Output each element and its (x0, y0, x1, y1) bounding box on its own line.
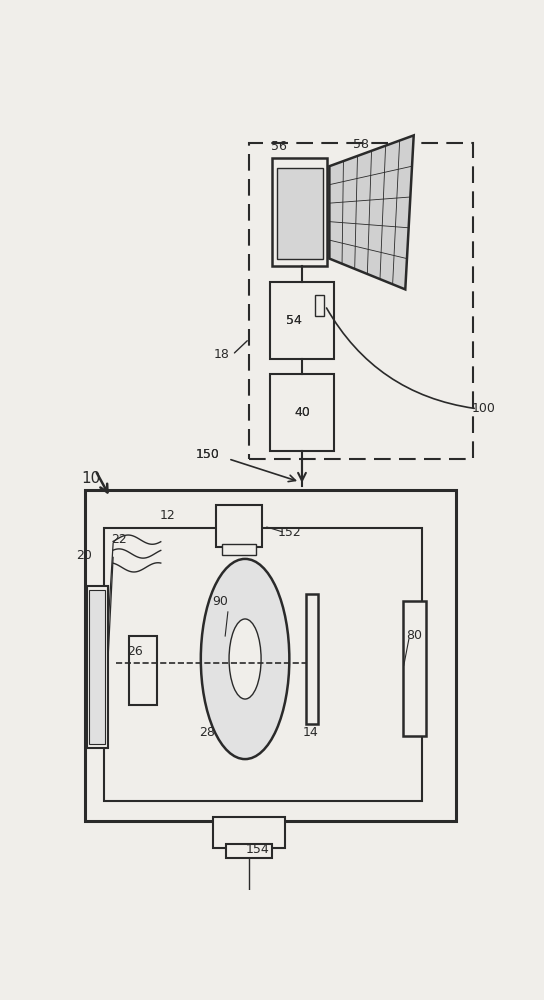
Text: 56: 56 (271, 140, 287, 153)
Text: 40: 40 (294, 406, 310, 419)
Text: 100: 100 (471, 402, 495, 415)
Bar (249, 143, 473, 459)
Bar (87, 586, 108, 748)
Text: 58: 58 (353, 138, 369, 151)
Bar (306, 594, 318, 724)
Bar (273, 158, 327, 266)
Text: 10: 10 (82, 471, 101, 486)
Text: 150: 150 (195, 448, 219, 461)
Bar (213, 817, 285, 848)
Text: 40: 40 (294, 406, 310, 419)
Bar (129, 636, 157, 705)
Text: 22: 22 (111, 533, 126, 546)
Bar (104, 528, 422, 801)
Text: 54: 54 (287, 314, 302, 327)
Text: 12: 12 (159, 509, 175, 522)
Bar (226, 844, 273, 858)
Bar (314, 295, 324, 316)
Bar (270, 374, 333, 451)
Bar (215, 505, 262, 547)
Ellipse shape (229, 619, 261, 699)
Polygon shape (330, 135, 414, 289)
Text: 80: 80 (406, 629, 422, 642)
Ellipse shape (201, 559, 289, 759)
Text: 28: 28 (199, 726, 215, 739)
Text: 18: 18 (214, 348, 230, 361)
Bar (403, 601, 426, 736)
Text: 150: 150 (195, 448, 219, 461)
Bar (277, 168, 323, 259)
Text: 14: 14 (302, 726, 318, 739)
Text: 54: 54 (286, 314, 301, 327)
Bar (222, 544, 256, 555)
Text: 152: 152 (277, 526, 301, 539)
Text: 90: 90 (212, 595, 228, 608)
Bar (89, 590, 105, 744)
Bar (85, 490, 456, 821)
Text: 20: 20 (76, 549, 92, 562)
Text: 26: 26 (128, 645, 143, 658)
Bar (270, 282, 333, 359)
Text: 154: 154 (246, 843, 270, 856)
